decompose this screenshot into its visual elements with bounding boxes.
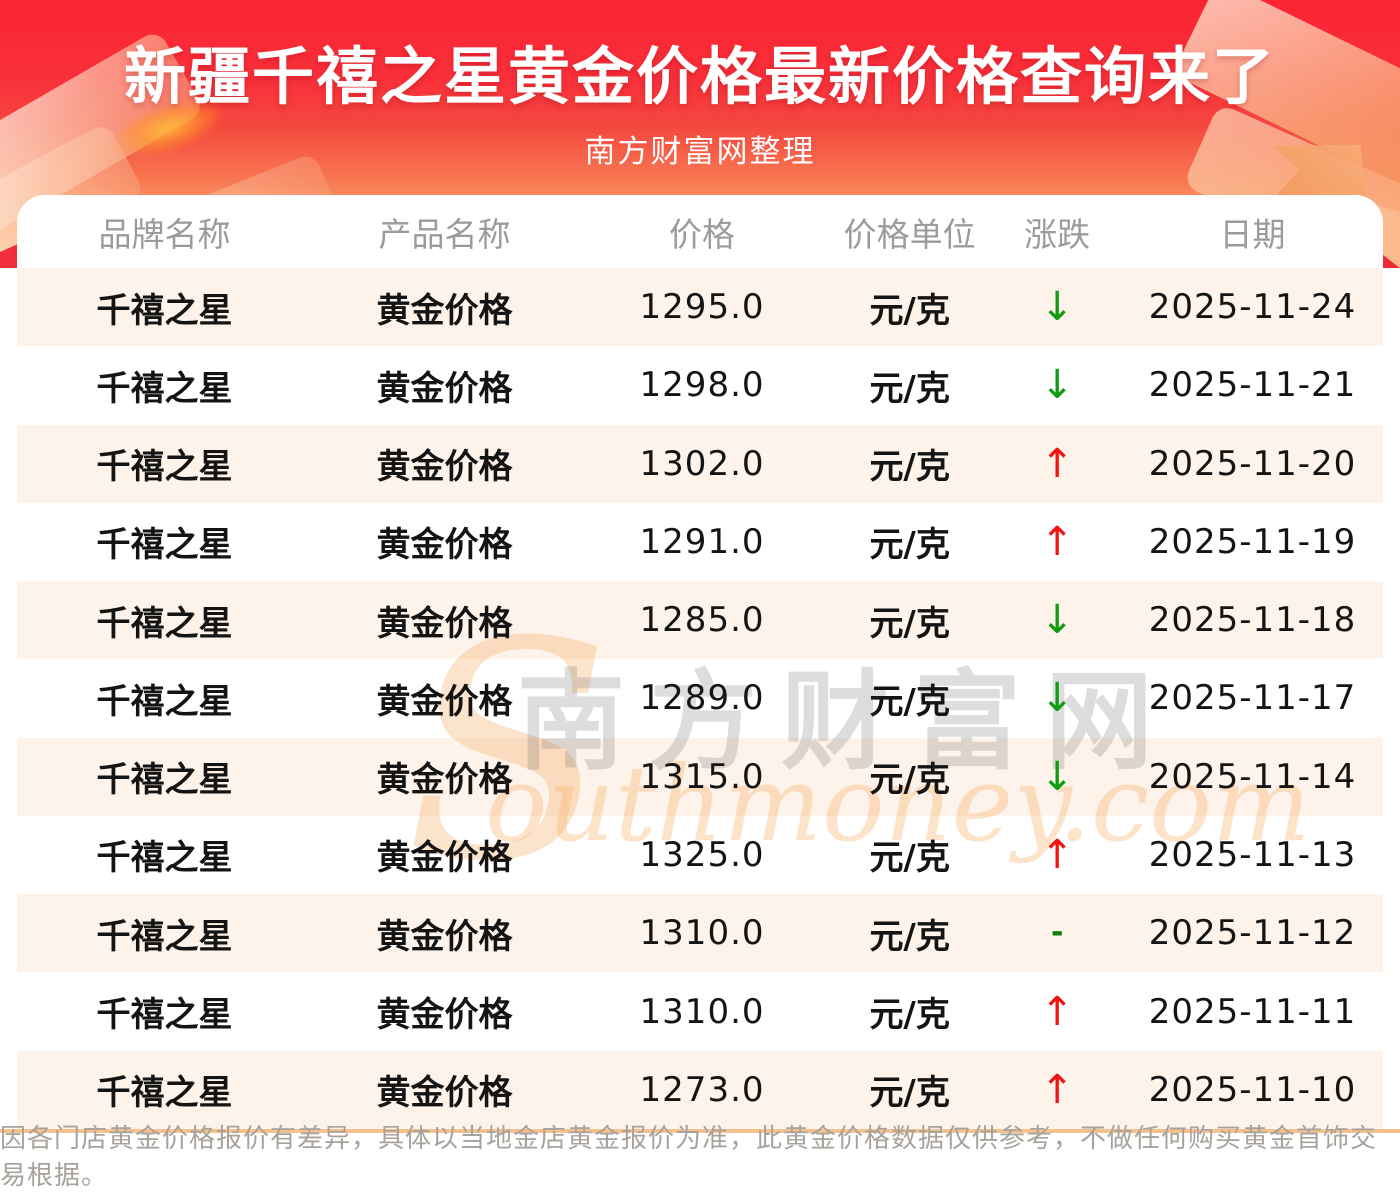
product-cell: 黄金价格 bbox=[376, 760, 513, 801]
brand-cell: 千禧之星 bbox=[96, 760, 233, 801]
table-row: 千禧之星 黄金价格 1289.0 元/克 ↓ 2025-11-17 bbox=[17, 659, 1383, 737]
brand-cell: 千禧之星 bbox=[96, 368, 233, 409]
unit-cell: 元/克 bbox=[869, 290, 950, 331]
unit-cell: 元/克 bbox=[869, 995, 950, 1036]
price-cell: 1273.0 bbox=[639, 1069, 765, 1110]
table-body: 千禧之星 黄金价格 1295.0 元/克 ↓ 2025-11-24 千禧之星 黄… bbox=[17, 268, 1383, 1129]
change-indicator: ↑ bbox=[1040, 831, 1074, 878]
change-indicator: ↓ bbox=[1040, 753, 1074, 800]
price-cell: 1298.0 bbox=[639, 365, 765, 406]
column-header-date: 日期 bbox=[1219, 214, 1286, 254]
price-cell: 1295.0 bbox=[639, 287, 765, 328]
date-cell: 2025-11-21 bbox=[1148, 365, 1357, 406]
brand-cell: 千禧之星 bbox=[96, 447, 233, 488]
change-indicator: ↑ bbox=[1040, 518, 1074, 565]
brand-cell: 千禧之星 bbox=[96, 995, 233, 1036]
unit-cell: 元/克 bbox=[869, 603, 950, 644]
disclaimer-text: 因各门店黄金价格报价有差异，具体以当地金店黄金报价为准，此黄金价格数据仅供参考，… bbox=[0, 1124, 1378, 1191]
date-cell: 2025-11-14 bbox=[1148, 756, 1357, 797]
price-cell: 1285.0 bbox=[639, 600, 765, 641]
footer: 因各门店黄金价格报价有差异，具体以当地金店黄金报价为准，此黄金价格数据仅供参考，… bbox=[0, 1124, 1400, 1191]
product-cell: 黄金价格 bbox=[376, 838, 513, 879]
brand-cell: 千禧之星 bbox=[96, 681, 233, 722]
product-cell: 黄金价格 bbox=[376, 525, 513, 566]
unit-cell: 元/克 bbox=[869, 447, 950, 488]
change-indicator: ↑ bbox=[1040, 988, 1074, 1035]
table-row: 千禧之星 黄金价格 1295.0 元/克 ↓ 2025-11-24 bbox=[17, 268, 1383, 347]
table-row: 千禧之星 黄金价格 1298.0 元/克 ↓ 2025-11-21 bbox=[17, 346, 1383, 424]
table-header-row: 品牌名称 产品名称 价格 价格单位 涨跌 日期 bbox=[17, 195, 1383, 268]
unit-cell: 元/克 bbox=[869, 760, 950, 801]
column-header-change: 涨跌 bbox=[1024, 214, 1091, 254]
table-row: 千禧之星 黄金价格 1315.0 元/克 ↓ 2025-11-14 bbox=[17, 737, 1383, 816]
page-subtitle: 南方财富网整理 bbox=[584, 134, 816, 170]
price-cell: 1291.0 bbox=[639, 521, 765, 562]
date-cell: 2025-11-19 bbox=[1148, 521, 1357, 562]
date-cell: 2025-11-12 bbox=[1148, 913, 1357, 954]
footer-divider bbox=[0, 1129, 1400, 1133]
date-cell: 2025-11-18 bbox=[1148, 600, 1357, 641]
price-cell: 1325.0 bbox=[639, 834, 765, 875]
product-cell: 黄金价格 bbox=[376, 290, 513, 331]
price-cell: 1289.0 bbox=[639, 678, 765, 719]
table-row: 千禧之星 黄金价格 1302.0 元/克 ↑ 2025-11-20 bbox=[17, 424, 1383, 503]
date-cell: 2025-11-20 bbox=[1148, 443, 1357, 484]
change-indicator: ↑ bbox=[1040, 440, 1074, 487]
date-cell: 2025-11-11 bbox=[1148, 991, 1357, 1032]
product-cell: 黄金价格 bbox=[376, 681, 513, 722]
change-indicator: ↓ bbox=[1040, 284, 1074, 331]
change-indicator: ↑ bbox=[1040, 1066, 1074, 1113]
date-cell: 2025-11-13 bbox=[1148, 834, 1357, 875]
column-header-price: 价格 bbox=[669, 214, 736, 254]
date-cell: 2025-11-10 bbox=[1148, 1069, 1357, 1110]
unit-cell: 元/克 bbox=[869, 525, 950, 566]
price-table-card: S 南方财富网 outhmoney.com 品牌名称 产品名称 价格 价格单位 … bbox=[17, 195, 1383, 1129]
table-row: 千禧之星 黄金价格 1285.0 元/克 ↓ 2025-11-18 bbox=[17, 581, 1383, 660]
product-cell: 黄金价格 bbox=[376, 368, 513, 409]
column-header-product: 产品名称 bbox=[378, 214, 511, 254]
brand-cell: 千禧之星 bbox=[96, 916, 233, 957]
product-cell: 黄金价格 bbox=[376, 916, 513, 957]
table-row: 千禧之星 黄金价格 1291.0 元/克 ↑ 2025-11-19 bbox=[17, 503, 1383, 581]
price-cell: 1310.0 bbox=[639, 913, 765, 954]
unit-cell: 元/克 bbox=[869, 838, 950, 879]
table-row: 千禧之星 黄金价格 1310.0 元/克 - 2025-11-12 bbox=[17, 894, 1383, 973]
table-row: 千禧之星 黄金价格 1310.0 元/克 ↑ 2025-11-11 bbox=[17, 972, 1383, 1050]
change-indicator: - bbox=[1050, 915, 1064, 951]
price-cell: 1302.0 bbox=[639, 443, 765, 484]
page-title: 新疆千禧之星黄金价格最新价格查询来了 bbox=[123, 40, 1276, 113]
table-row: 千禧之星 黄金价格 1325.0 元/克 ↑ 2025-11-13 bbox=[17, 816, 1383, 894]
date-cell: 2025-11-17 bbox=[1148, 678, 1357, 719]
table-row: 千禧之星 黄金价格 1273.0 元/克 ↑ 2025-11-10 bbox=[17, 1050, 1383, 1129]
brand-cell: 千禧之星 bbox=[96, 603, 233, 644]
product-cell: 黄金价格 bbox=[376, 1073, 513, 1114]
price-cell: 1310.0 bbox=[639, 991, 765, 1032]
date-cell: 2025-11-24 bbox=[1148, 287, 1357, 328]
column-header-unit: 价格单位 bbox=[843, 214, 976, 254]
change-indicator: ↓ bbox=[1040, 675, 1074, 722]
price-cell: 1315.0 bbox=[639, 756, 765, 797]
brand-cell: 千禧之星 bbox=[96, 525, 233, 566]
product-cell: 黄金价格 bbox=[376, 447, 513, 488]
product-cell: 黄金价格 bbox=[376, 603, 513, 644]
product-cell: 黄金价格 bbox=[376, 995, 513, 1036]
unit-cell: 元/克 bbox=[869, 681, 950, 722]
brand-cell: 千禧之星 bbox=[96, 290, 233, 331]
unit-cell: 元/克 bbox=[869, 916, 950, 957]
brand-cell: 千禧之星 bbox=[96, 1073, 233, 1114]
change-indicator: ↓ bbox=[1040, 597, 1074, 644]
unit-cell: 元/克 bbox=[869, 368, 950, 409]
unit-cell: 元/克 bbox=[869, 1073, 950, 1114]
brand-cell: 千禧之星 bbox=[96, 838, 233, 879]
change-indicator: ↓ bbox=[1040, 362, 1074, 409]
column-header-brand: 品牌名称 bbox=[98, 214, 231, 254]
